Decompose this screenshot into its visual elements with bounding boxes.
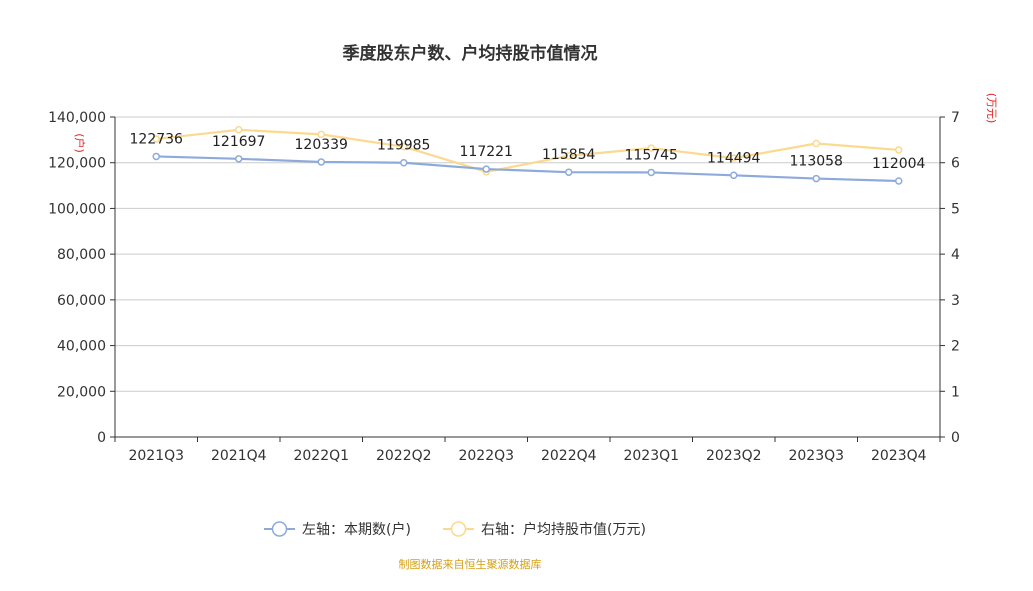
x-tick-label: 2022Q1 xyxy=(293,448,349,464)
series-right-line xyxy=(156,128,899,173)
series-right-point xyxy=(152,135,160,143)
right-axis: 0 1 2 3 4 5 6 7 xyxy=(939,110,960,446)
legend-label-right-series: 右轴：户均持股市值(万元) xyxy=(481,521,646,538)
y-right-tick-label: 1 xyxy=(951,384,960,400)
data-source-note: 制图数据来自恒生聚源数据库 xyxy=(399,557,542,571)
data-label: 115854 xyxy=(542,147,596,163)
data-label: 114494 xyxy=(707,150,761,166)
series-right-point xyxy=(235,126,243,134)
legend-label-left-series: 左轴：本期数(户) xyxy=(302,521,411,538)
data-label: 117221 xyxy=(460,144,513,160)
y-right-tick-label: 3 xyxy=(951,293,960,309)
left-axis-label: (户) xyxy=(73,133,87,153)
data-label: 120339 xyxy=(295,137,348,153)
series-left-point xyxy=(565,168,573,176)
y-left-tick-label: 0 xyxy=(97,430,106,446)
series-left-point xyxy=(482,165,490,173)
y-right-tick-label: 5 xyxy=(951,201,960,217)
data-label: 113058 xyxy=(790,154,843,170)
series-right-point xyxy=(647,144,655,152)
series-left-line xyxy=(156,155,899,183)
x-axis: 2021Q3 2021Q4 2022Q1 2022Q2 2022Q3 2022Q4 2023… xyxy=(114,436,941,464)
chart-title: 季度股东户数、户均持股市值情况 xyxy=(343,43,598,64)
legend-item-right-series[interactable]: 右轴：户均持股市值(万元) xyxy=(443,521,646,538)
series-right-point xyxy=(730,154,738,162)
data-label: 122736 xyxy=(130,131,184,147)
legend-marker-icon xyxy=(450,521,467,537)
x-tick-label: 2023Q1 xyxy=(623,448,679,464)
y-left-tick-label: 100,000 xyxy=(48,201,106,217)
series-right-point xyxy=(895,146,903,154)
x-tick-label: 2023Q3 xyxy=(788,448,844,464)
y-left-tick-label: 120,000 xyxy=(48,156,106,172)
series-left-point xyxy=(647,168,655,177)
y-left-tick-label: 140,000 xyxy=(48,110,106,126)
y-right-tick-label: 6 xyxy=(951,156,960,172)
x-tick-label: 2021Q4 xyxy=(211,448,267,464)
series-left-line xyxy=(152,152,903,185)
series-right-point xyxy=(565,152,573,160)
legend-item-left-series[interactable]: 左轴：本期数(户) xyxy=(264,521,411,538)
x-tick-label: 2022Q3 xyxy=(458,448,514,464)
x-tick-label: 2023Q4 xyxy=(871,448,927,464)
series-left-point xyxy=(812,174,820,183)
data-label: 115745 xyxy=(625,147,678,163)
left-axis: 0 20,000 40,000 60,000 80,000 100,000 120,000 1… xyxy=(48,110,116,446)
data-label: 121697 xyxy=(212,134,265,150)
series-left-point xyxy=(400,158,408,167)
x-tick-label: 2023Q2 xyxy=(706,448,762,464)
x-tick-label: 2022Q2 xyxy=(376,448,432,464)
right-axis-label: (万元) xyxy=(985,93,998,124)
y-right-tick-label: 2 xyxy=(951,339,960,355)
y-left-tick-label: 60,000 xyxy=(57,293,106,309)
x-tick-label: 2021Q3 xyxy=(128,448,184,464)
legend: 左轴：本期数(户) 右轴：户均持股市值(万元) xyxy=(264,521,646,538)
data-label: 119985 xyxy=(377,138,430,154)
series-left-point xyxy=(317,158,325,166)
series-left-point xyxy=(152,152,160,161)
y-right-tick-label: 7 xyxy=(951,110,960,126)
grid-lines xyxy=(115,116,940,392)
series-right-point xyxy=(317,130,325,139)
data-labels: 122736 121697 120339 119985 117221 115854 1157… xyxy=(130,131,926,172)
x-tick-label: 2022Q4 xyxy=(541,448,597,464)
y-left-tick-label: 80,000 xyxy=(57,247,106,263)
series-left-point xyxy=(235,155,243,163)
series-left-point xyxy=(730,171,738,180)
series-left-point xyxy=(895,177,903,185)
y-left-tick-label: 20,000 xyxy=(57,384,106,400)
data-label: 112004 xyxy=(872,156,926,172)
series-right-point xyxy=(400,142,408,151)
y-right-tick-label: 0 xyxy=(951,430,960,446)
legend-marker-icon xyxy=(271,521,288,537)
y-right-tick-label: 4 xyxy=(951,247,960,263)
series-right-point xyxy=(812,139,820,148)
y-left-tick-label: 40,000 xyxy=(57,339,106,355)
